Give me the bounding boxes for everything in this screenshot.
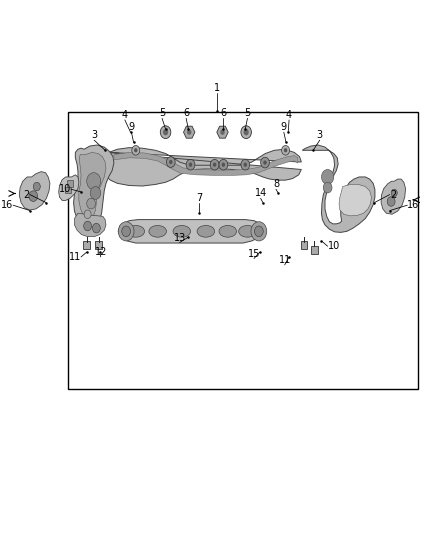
Ellipse shape — [127, 225, 145, 237]
Circle shape — [244, 163, 247, 167]
Circle shape — [241, 159, 250, 170]
Circle shape — [189, 163, 192, 167]
Text: 3: 3 — [317, 130, 323, 140]
Text: 5: 5 — [244, 108, 251, 118]
Text: 9: 9 — [281, 122, 287, 132]
Circle shape — [263, 160, 267, 165]
Circle shape — [87, 173, 101, 190]
Circle shape — [284, 148, 287, 152]
Circle shape — [29, 191, 38, 201]
Text: 12: 12 — [95, 247, 107, 257]
Text: 4: 4 — [122, 110, 128, 120]
Text: 9: 9 — [128, 122, 134, 132]
Text: 13: 13 — [173, 232, 186, 243]
Text: 2: 2 — [390, 190, 396, 199]
Circle shape — [261, 157, 269, 168]
Bar — [68, 112, 418, 389]
Circle shape — [90, 187, 101, 199]
Polygon shape — [302, 145, 375, 232]
Circle shape — [251, 222, 267, 241]
Polygon shape — [114, 152, 298, 175]
Ellipse shape — [173, 225, 191, 237]
Text: 1: 1 — [214, 83, 220, 93]
Text: 16: 16 — [1, 200, 13, 210]
Circle shape — [92, 223, 100, 233]
Polygon shape — [19, 172, 50, 210]
Text: 7: 7 — [196, 192, 202, 203]
Circle shape — [213, 163, 216, 167]
Text: 14: 14 — [254, 188, 267, 198]
FancyBboxPatch shape — [95, 241, 102, 249]
Circle shape — [282, 146, 290, 155]
Circle shape — [321, 169, 334, 184]
FancyBboxPatch shape — [311, 246, 318, 254]
Circle shape — [87, 198, 95, 209]
Polygon shape — [381, 179, 406, 214]
Circle shape — [163, 129, 168, 135]
Ellipse shape — [239, 225, 256, 237]
Text: 3: 3 — [91, 130, 97, 140]
Circle shape — [219, 159, 228, 170]
Circle shape — [391, 189, 397, 197]
Circle shape — [122, 226, 131, 237]
Circle shape — [241, 126, 251, 139]
Circle shape — [160, 126, 171, 139]
FancyBboxPatch shape — [83, 241, 90, 249]
Ellipse shape — [149, 225, 166, 237]
Text: 10: 10 — [59, 184, 71, 194]
Text: 8: 8 — [273, 179, 279, 189]
Circle shape — [33, 182, 40, 191]
Circle shape — [118, 222, 134, 241]
Text: 4: 4 — [286, 110, 292, 120]
Ellipse shape — [197, 225, 215, 237]
Polygon shape — [79, 152, 106, 219]
Text: 10: 10 — [328, 241, 340, 251]
Ellipse shape — [219, 225, 237, 237]
Circle shape — [244, 129, 249, 135]
Circle shape — [84, 221, 92, 231]
Polygon shape — [74, 145, 114, 226]
Polygon shape — [118, 220, 263, 243]
Circle shape — [132, 146, 140, 155]
Polygon shape — [184, 126, 195, 138]
Text: 11: 11 — [69, 252, 81, 262]
Text: 15: 15 — [248, 248, 260, 259]
Text: 16: 16 — [407, 200, 420, 210]
Circle shape — [166, 157, 175, 167]
Circle shape — [187, 130, 191, 135]
Text: 6: 6 — [183, 108, 189, 118]
Text: 5: 5 — [159, 108, 165, 118]
Bar — [65, 187, 71, 193]
Circle shape — [134, 148, 138, 152]
Circle shape — [210, 159, 219, 170]
Circle shape — [169, 160, 173, 164]
Polygon shape — [104, 148, 301, 186]
Text: 6: 6 — [220, 108, 226, 118]
Polygon shape — [59, 175, 79, 200]
Polygon shape — [217, 126, 228, 138]
FancyBboxPatch shape — [301, 241, 307, 249]
Circle shape — [254, 226, 263, 237]
Circle shape — [220, 130, 225, 135]
Bar — [67, 180, 73, 187]
Circle shape — [222, 163, 225, 167]
Polygon shape — [339, 184, 371, 216]
Circle shape — [323, 182, 332, 193]
Text: 11: 11 — [279, 255, 291, 265]
Text: 2: 2 — [24, 190, 30, 199]
Polygon shape — [74, 213, 106, 237]
Circle shape — [84, 210, 91, 219]
Circle shape — [186, 159, 195, 170]
Circle shape — [387, 197, 395, 206]
